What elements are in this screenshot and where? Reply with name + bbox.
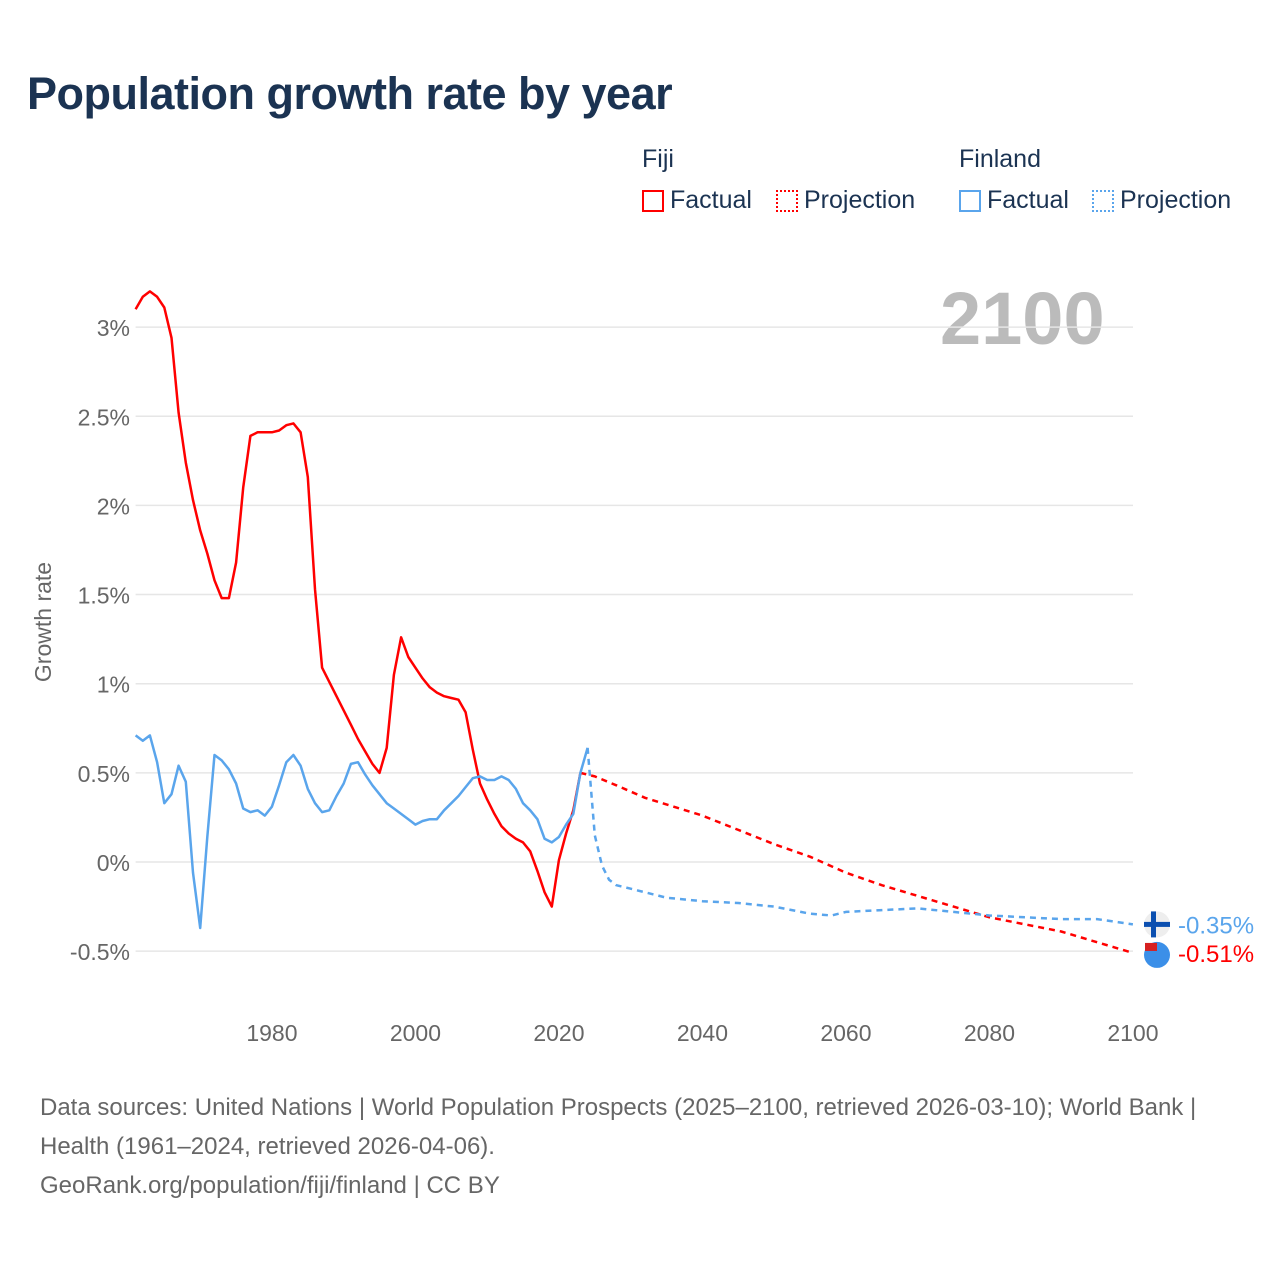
y-tick-label: 2.5%	[78, 404, 130, 430]
y-tick-label: 1%	[97, 672, 130, 698]
footer: Data sources: United Nations | World Pop…	[40, 1088, 1240, 1205]
y-tick-label: 0.5%	[78, 761, 130, 787]
end-label-fiji: -0.51%	[1178, 941, 1254, 968]
x-tick-label: 2020	[533, 1020, 584, 1046]
legend-label: Projection	[1120, 186, 1232, 214]
series-line-fiji-factual	[134, 290, 582, 908]
series-line-finland-factual	[134, 734, 589, 930]
data-sources: Data sources: United Nations | World Pop…	[40, 1094, 1197, 1160]
x-tick-label: 2000	[390, 1020, 441, 1046]
y-tick-label: 0%	[97, 850, 130, 876]
legend-finland-factual[interactable]: Factual	[959, 186, 1069, 215]
x-tick-label: 2100	[1107, 1020, 1158, 1046]
x-tick-label: 2060	[820, 1020, 871, 1046]
fiji-flag-union	[1145, 942, 1157, 951]
series-line-fiji-projection	[580, 771, 1134, 955]
y-tick-label: 1.5%	[78, 583, 130, 609]
current-year-label: 2100	[940, 277, 1105, 360]
legend-fiji-projection[interactable]: Projection	[776, 186, 915, 215]
legend-group-finland: Finland	[959, 145, 1041, 173]
x-tick-label: 2040	[677, 1020, 728, 1046]
legend-label: Factual	[987, 186, 1069, 214]
finland-flag-cross	[1144, 921, 1170, 927]
x-tick-label: 2080	[964, 1020, 1015, 1046]
legend-group-fiji: Fiji	[642, 145, 674, 173]
legend-swatch-solid	[642, 189, 664, 212]
y-tick-label: 2%	[97, 493, 130, 519]
x-tick-label: 1980	[246, 1020, 297, 1046]
y-tick-label: 3%	[97, 315, 130, 341]
y-axis-title: Growth rate	[30, 562, 56, 682]
credit-link[interactable]: GeoRank.org/population/fiji/finland | CC…	[40, 1172, 500, 1199]
legend-label: Factual	[670, 186, 752, 214]
legend-finland-projection[interactable]: Projection	[1092, 186, 1231, 215]
series-line-finland-projection	[586, 747, 1134, 926]
legend-swatch-dotted	[1092, 189, 1114, 212]
legend-label: Projection	[804, 186, 916, 214]
legend-swatch-dotted	[776, 189, 798, 212]
finland-flag-cross	[1151, 911, 1156, 938]
chart-title: Population growth rate by year	[27, 68, 673, 119]
legend-swatch-solid	[959, 189, 981, 212]
legend-fiji-factual[interactable]: Factual	[642, 186, 752, 215]
y-tick-label: -0.5%	[70, 939, 130, 965]
end-label-finland: -0.35%	[1178, 912, 1254, 939]
